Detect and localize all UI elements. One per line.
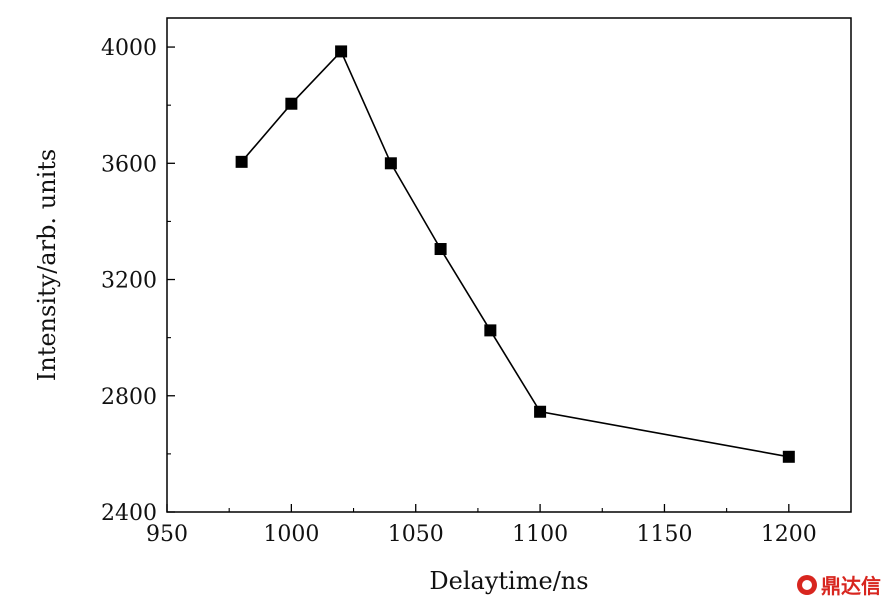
data-point-1200	[782, 450, 795, 463]
data-point-980	[235, 155, 248, 168]
tick-labels: 950 1000 1050 1100 1150 1200 2400 2800 3200 3600 4…	[101, 36, 817, 547]
y-tick-label-2800: 2800	[101, 385, 157, 410]
y-tick-label-2400: 2400	[101, 501, 157, 526]
watermark-logo-icon	[797, 574, 817, 595]
x-tick-label-1050: 1050	[388, 522, 444, 547]
x-axis-label: Delaytime/ns	[429, 567, 588, 595]
x-tick-label-1000: 1000	[263, 522, 319, 547]
data-point-1040	[384, 157, 397, 170]
x-tick-label-1150: 1150	[636, 522, 692, 547]
y-tick-label-3600: 3600	[101, 152, 157, 177]
data-point-1060	[434, 243, 447, 256]
axis-ticks	[166, 46, 790, 513]
watermark-text: 鼎达信	[821, 574, 881, 598]
y-tick-label-4000: 4000	[101, 36, 157, 61]
watermark: 鼎达信	[797, 570, 881, 599]
x-tick-label-1100: 1100	[512, 522, 568, 547]
data-point-1020	[335, 45, 348, 58]
y-axis-label: Intensity/arb. units	[33, 149, 61, 381]
x-tick-label-950: 950	[146, 522, 188, 547]
plot-frame	[166, 17, 852, 513]
y-tick-label-3200: 3200	[101, 269, 157, 294]
data-markers	[235, 45, 795, 463]
data-point-1100	[534, 405, 547, 418]
x-tick-label-1200: 1200	[761, 522, 817, 547]
data-point-1000	[285, 97, 298, 110]
data-point-1080	[484, 324, 497, 337]
series-line	[240, 49, 789, 458]
